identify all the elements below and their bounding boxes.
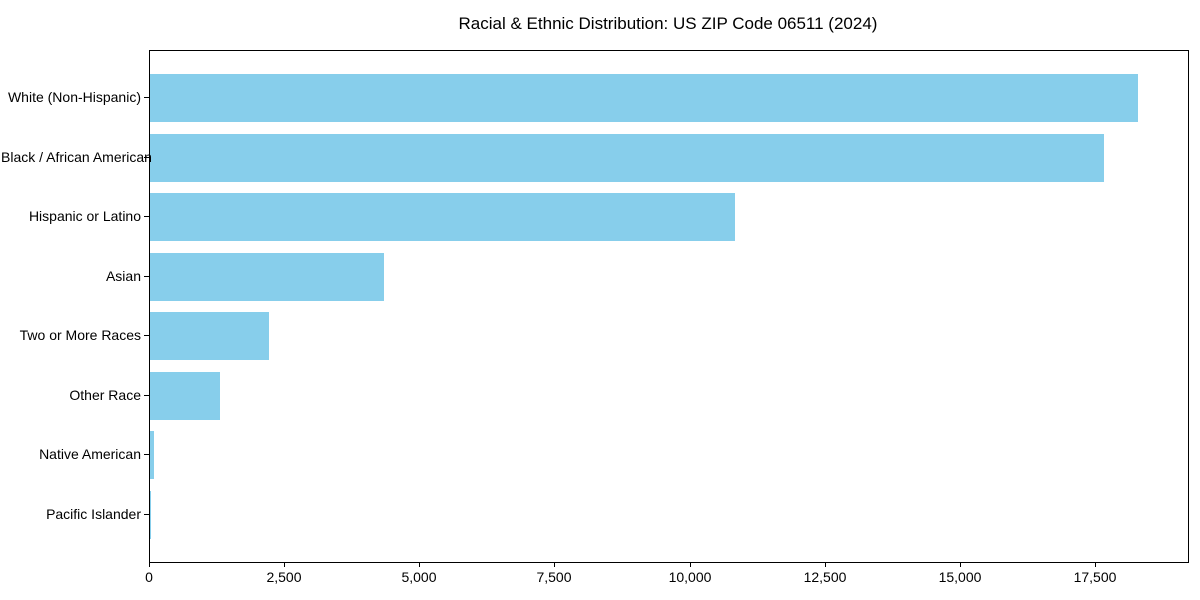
y-tick-mark — [144, 335, 149, 336]
y-tick-label-native-american: Native American — [39, 446, 141, 462]
x-tick-label-17500: 17,500 — [1073, 569, 1117, 585]
chart-title: Racial & Ethnic Distribution: US ZIP Cod… — [458, 14, 878, 33]
y-tick-label-two-or-more-races: Two or More Races — [19, 327, 141, 343]
y-tick-label-black-african-american: Black / African American — [1, 149, 152, 165]
x-tick-label-12500: 12,500 — [803, 569, 847, 585]
bar-hispanic-or-latino — [150, 193, 736, 242]
y-tick-mark — [144, 514, 149, 515]
bar-pacific-islander — [150, 490, 151, 539]
x-tick-mark — [690, 562, 691, 567]
y-tick-mark — [144, 454, 149, 455]
x-tick-mark — [825, 562, 826, 567]
y-tick-mark — [144, 157, 149, 158]
y-tick-label-hispanic-or-latino: Hispanic or Latino — [28, 208, 141, 224]
bar-native-american — [150, 431, 154, 480]
bar-white-non-hispanic — [150, 74, 1139, 123]
bar-other-race — [150, 371, 221, 420]
y-tick-label-other-race: Other Race — [69, 387, 141, 403]
x-tick-mark — [1095, 562, 1096, 567]
y-tick-mark — [144, 97, 149, 98]
x-tick-label-2500: 2,500 — [266, 569, 302, 585]
bar-asian — [150, 252, 385, 301]
y-tick-label-pacific-islander: Pacific Islander — [46, 506, 141, 522]
x-tick-label-10000: 10,000 — [668, 569, 712, 585]
bar-black-african-american — [150, 133, 1105, 182]
y-tick-label-asian: Asian — [105, 268, 141, 284]
y-tick-mark — [144, 276, 149, 277]
y-tick-mark — [144, 395, 149, 396]
x-tick-label-7500: 7,500 — [536, 569, 572, 585]
bar-two-or-more-races — [150, 312, 269, 361]
x-tick-mark — [419, 562, 420, 567]
x-tick-label-15000: 15,000 — [938, 569, 982, 585]
y-tick-mark — [144, 216, 149, 217]
plot-area — [149, 50, 1189, 563]
x-tick-label-0: 0 — [145, 569, 153, 585]
x-tick-mark — [554, 562, 555, 567]
x-tick-mark — [284, 562, 285, 567]
x-tick-mark — [960, 562, 961, 567]
y-tick-label-white-non-hispanic: White (Non-Hispanic) — [7, 89, 141, 105]
x-tick-label-5000: 5,000 — [401, 569, 437, 585]
x-tick-mark — [149, 562, 150, 567]
